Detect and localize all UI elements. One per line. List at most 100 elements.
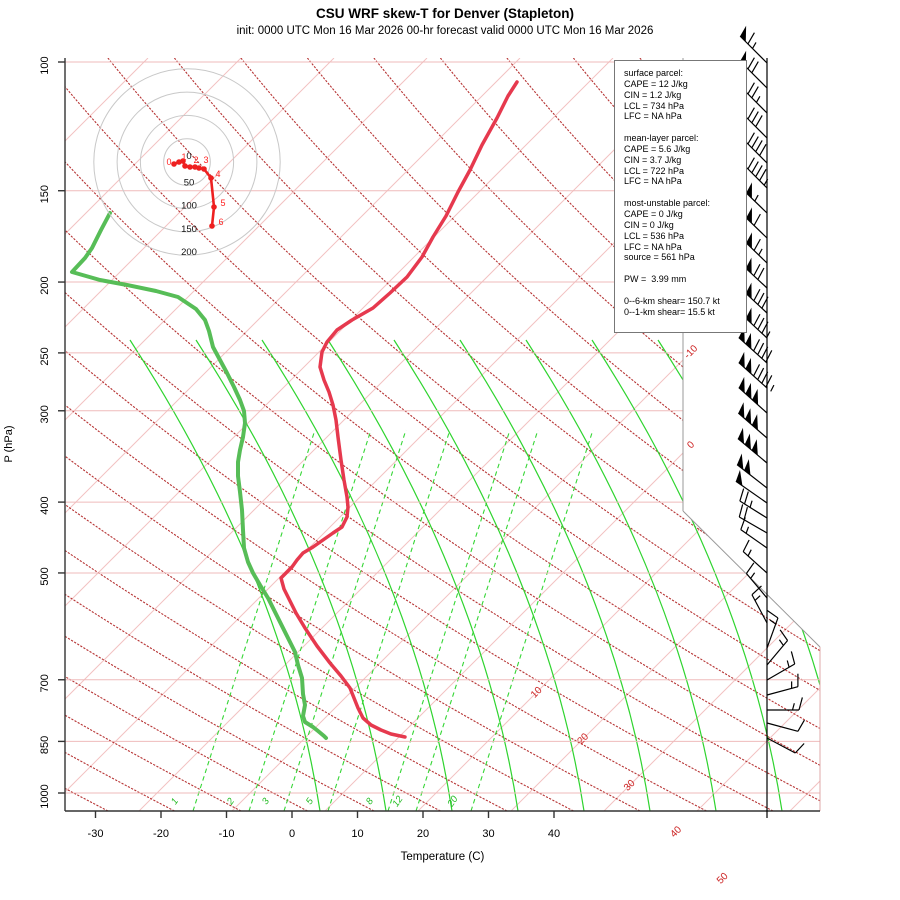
isotherm-line: [65, 58, 149, 811]
dry-adiabat-line: [65, 58, 508, 811]
hodograph-point: [201, 166, 207, 172]
dry-adiabat-line: [65, 58, 820, 811]
isotherm-line: [789, 58, 820, 811]
isotherm-line: [0, 58, 55, 811]
x-axis-label: Temperature (C): [400, 851, 485, 863]
mixing-ratio-line: [327, 429, 451, 811]
moist-adiabat-line: [459, 339, 651, 811]
wind-barb: [767, 697, 803, 711]
chart-text: -10: [219, 828, 235, 840]
info-box-line: LFC = NA hPa: [624, 241, 682, 252]
isotherm-line: [65, 58, 428, 811]
chart-text: 200: [39, 276, 51, 294]
info-box-line: LFC = NA hPa: [624, 111, 682, 122]
isotherm-line: [65, 58, 614, 811]
wind-barb: [737, 427, 768, 464]
info-box-line: CAPE = 5.6 J/kg: [624, 143, 691, 154]
chart-text: 3: [260, 796, 272, 807]
moist-adiabat-line: [261, 339, 453, 811]
dry-adiabat-line: [65, 58, 774, 811]
moist-adiabat-line: [789, 339, 820, 811]
wind-barb: [739, 488, 768, 519]
wind-barb: [736, 453, 768, 489]
hodograph: 0 50 100 150 200 0 1 2 34 5 6: [93, 68, 281, 258]
chart-text: 50: [184, 177, 195, 188]
wind-barb: [766, 629, 789, 666]
isotherm-line: [510, 58, 820, 811]
chart-text: 3: [203, 155, 208, 165]
chart-text: 150: [181, 224, 197, 235]
hodograph-ring: [163, 138, 211, 186]
info-box-line: PW = 3.99 mm: [624, 274, 687, 285]
chart-text: 40: [668, 824, 684, 840]
chart-text: -10: [682, 343, 700, 361]
chart-text: 100: [39, 56, 51, 74]
dry-adiabat-line: [65, 58, 707, 811]
moist-adiabat-line: [525, 339, 717, 811]
temperature-curve: [279, 80, 519, 739]
isotherm-line: [231, 58, 820, 811]
wind-barb: [735, 469, 768, 504]
info-box-line: CIN = 3.7 J/kg: [624, 154, 682, 165]
dry-adiabat-line: [65, 58, 820, 811]
isotherm-line: [603, 58, 820, 811]
info-box-line: source = 561 hPa: [624, 252, 695, 263]
chart-text: 5: [220, 198, 225, 208]
hodograph-point: [209, 223, 215, 229]
mixing-ratio-line: [470, 429, 594, 811]
hodograph-point: [211, 204, 217, 210]
info-box-line: CIN = 0 J/kg: [624, 219, 674, 230]
wind-barb: [766, 673, 799, 696]
dry-adiabat-line: [770, 58, 820, 811]
moist-adiabat-line: [393, 339, 585, 811]
chart-text: 8: [364, 796, 376, 807]
chart-text: 20: [445, 794, 461, 810]
dry-adiabat-line: [65, 58, 175, 811]
moist-adiabat-line: [591, 339, 783, 811]
wind-barb: [742, 539, 768, 574]
chart-text: 10: [351, 828, 363, 840]
wind-barb: [739, 25, 768, 64]
isotherm-line: [65, 58, 335, 811]
hodograph-ring: [139, 114, 235, 210]
info-box-line: CAPE = 0 J/kg: [624, 208, 683, 219]
chart-text: 1: [181, 152, 186, 162]
isotherm-line: [65, 58, 707, 811]
chart-text: 100: [181, 201, 197, 212]
wind-barb: [745, 562, 768, 599]
chart-text: 20: [417, 828, 429, 840]
info-box-line: [624, 187, 746, 198]
chart-text: 1000: [39, 784, 51, 808]
wind-barb: [737, 402, 768, 439]
background-lines: [0, 58, 820, 811]
moist-adiabat-line: [195, 339, 387, 811]
dry-adiabat-line: [238, 58, 820, 811]
info-box-line: CAPE = 12 J/kg: [624, 78, 688, 89]
hodograph-point: [187, 164, 193, 170]
chart-text: -20: [153, 828, 169, 840]
mixing-ratio-line: [248, 429, 372, 811]
hodograph-ring: [116, 91, 258, 233]
dry-adiabat-line: [65, 58, 820, 811]
chart-text: 150: [39, 185, 51, 203]
dry-adiabat-line: [65, 58, 574, 811]
dry-adiabat-line: [171, 58, 820, 811]
info-box-line: LFC = NA hPa: [624, 176, 682, 187]
chart-text: 30: [482, 828, 494, 840]
hodograph-point: [208, 175, 214, 181]
info-box-line: mean-layer parcel:: [624, 133, 699, 144]
chart-text: 400: [39, 496, 51, 514]
wind-barb: [738, 351, 775, 392]
parcel-info-box: surface parcel: CAPE = 12 J/kg CIN = 1.2 J…: [614, 60, 747, 333]
chart-subtitle: init: 0000 UTC Mon 16 Mar 2026 00-hr for…: [236, 25, 654, 37]
info-box-line: [624, 263, 746, 274]
mixing-ratio-line: [415, 429, 539, 811]
chart-text: 250: [39, 347, 51, 365]
dry-adiabat-line: [65, 58, 109, 811]
chart-text: 0: [186, 151, 191, 162]
mixing-ratio-line: [283, 429, 407, 811]
mixing-ratio-line: [192, 429, 316, 811]
